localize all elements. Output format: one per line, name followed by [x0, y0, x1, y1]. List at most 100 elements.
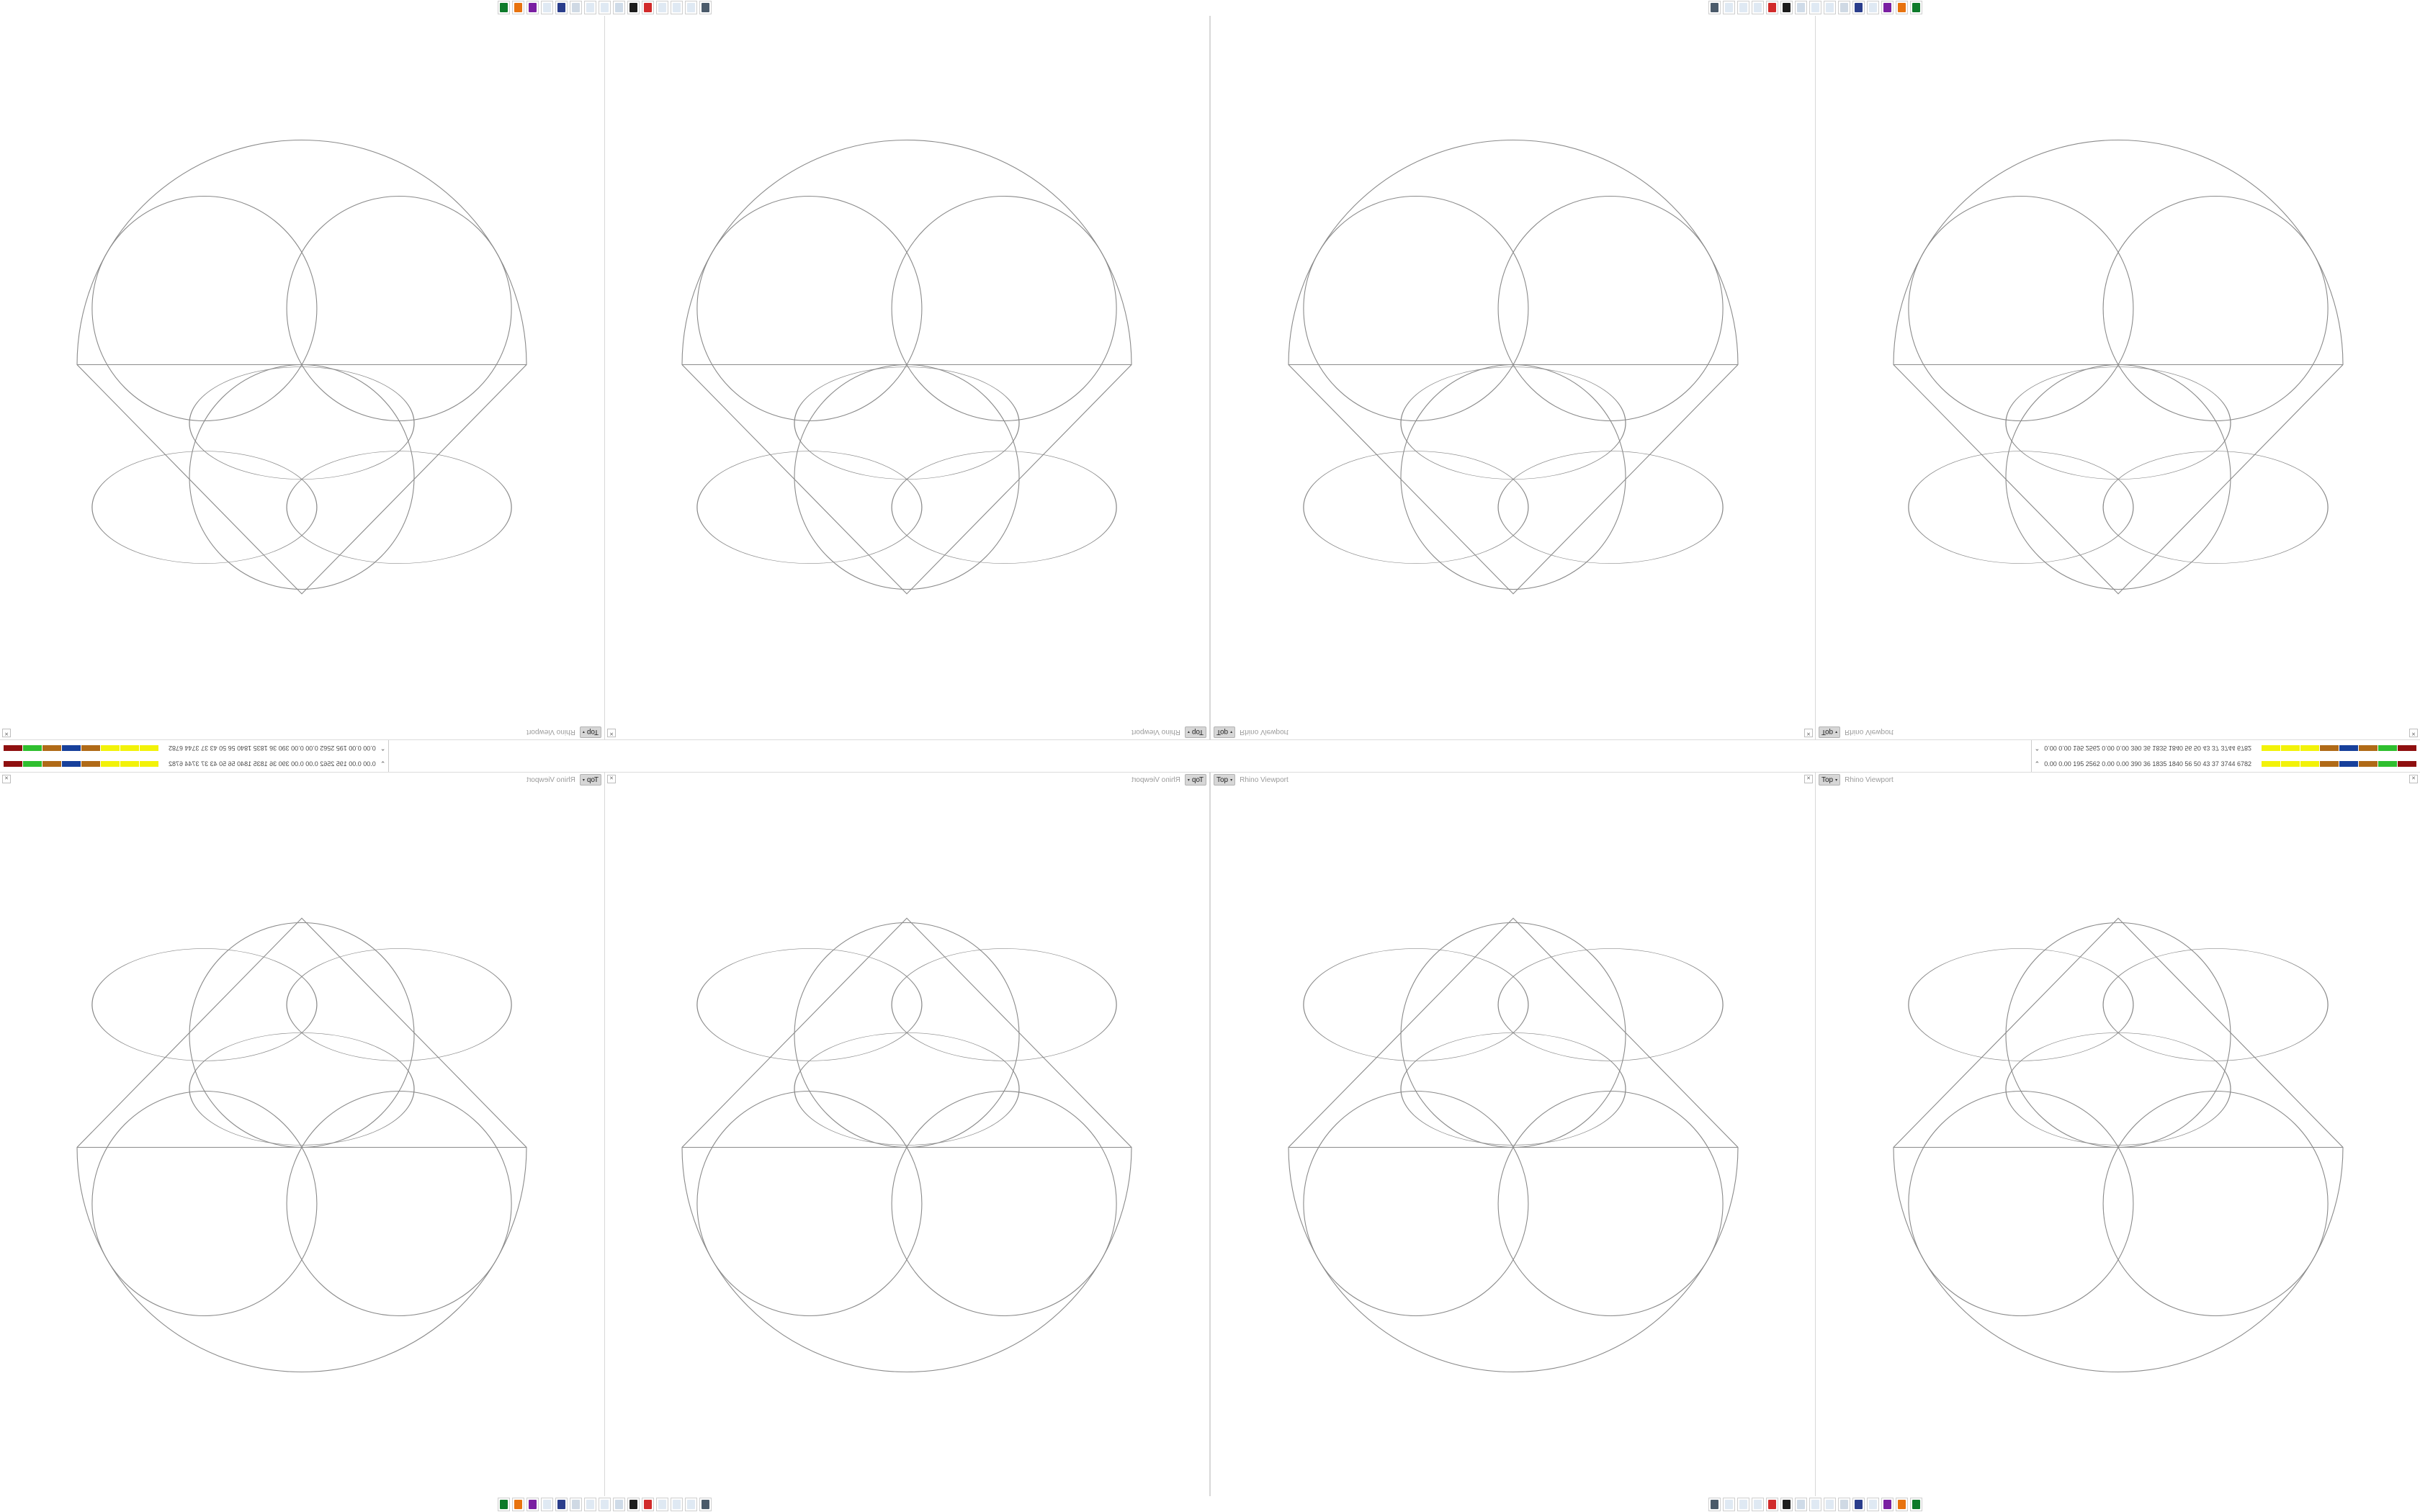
- viewport-view-selector[interactable]: Top ▾: [1819, 726, 1841, 738]
- taskbar-document-icon[interactable]: [1823, 1, 1836, 15]
- taskbar-document-icon[interactable]: [685, 1, 698, 15]
- viewport-header-left[interactable]: Top ▾ Rhino Viewport: [1214, 726, 1289, 738]
- taskbar-red-disc-icon[interactable]: [1765, 1497, 1778, 1511]
- viewport-header-left[interactable]: Top ▾ Rhino Viewport: [1131, 774, 1206, 786]
- taskbar-orange-flame-icon[interactable]: [512, 1497, 525, 1511]
- taskbar-document-icon[interactable]: [1794, 1, 1807, 15]
- taskbar-black-brush-icon[interactable]: [1780, 1497, 1793, 1511]
- taskbar-document-icon[interactable]: [1809, 1, 1821, 15]
- taskbar-document-icon[interactable]: [584, 1, 597, 15]
- taskbar-save-icon[interactable]: [555, 1, 568, 15]
- taskbar-red-disc-icon[interactable]: [642, 1, 655, 15]
- viewport-close-icon[interactable]: ✕: [607, 729, 616, 737]
- windows-taskbar[interactable]: [0, 1496, 1210, 1512]
- taskbar-document-icon[interactable]: [1722, 1497, 1735, 1511]
- taskbar-document-icon[interactable]: [1823, 1497, 1836, 1511]
- taskbar-save-icon[interactable]: [1852, 1497, 1865, 1511]
- rhino-viewport-right[interactable]: Top ▾ Rhino Viewport ✕: [1815, 16, 2420, 740]
- windows-taskbar[interactable]: [1210, 1496, 2420, 1512]
- viewport-header-left[interactable]: Top ▾ Rhino Viewport: [1131, 726, 1206, 738]
- taskbar-document-icon[interactable]: [1736, 1497, 1749, 1511]
- taskbar-document-icon[interactable]: [570, 1, 583, 15]
- viewport-close-icon[interactable]: ✕: [607, 775, 616, 783]
- viewport-view-selector[interactable]: Top ▾: [579, 774, 601, 786]
- taskbar-black-brush-icon[interactable]: [627, 1, 640, 15]
- viewport-header-right[interactable]: Top ▾ Rhino Viewport: [526, 726, 601, 738]
- taskbar-document-icon[interactable]: [1736, 1, 1749, 15]
- viewport-close-icon[interactable]: ✕: [2, 775, 11, 783]
- taskbar-document-icon[interactable]: [599, 1497, 611, 1511]
- taskbar-save-icon[interactable]: [555, 1497, 568, 1511]
- viewport-close-icon[interactable]: ✕: [2409, 775, 2418, 783]
- viewport-view-selector[interactable]: Top ▾: [1184, 726, 1206, 738]
- viewport-view-selector[interactable]: Top ▾: [1214, 726, 1236, 738]
- quadrant-top-right[interactable]: ⌃ 0.00 0.00 195 2562 0.00 0.00 390 36 18…: [1210, 0, 2420, 756]
- taskbar-save-icon[interactable]: [1852, 1, 1865, 15]
- taskbar-document-icon[interactable]: [613, 1497, 626, 1511]
- taskbar-document-icon[interactable]: [1751, 1, 1764, 15]
- rhino-viewport-left[interactable]: Top ▾ Rhino Viewport ✕: [1210, 772, 1815, 1496]
- quadrant-top-left[interactable]: ⌃ 0.00 0.00 195 2562 0.00 0.00 390 36 18…: [0, 0, 1210, 756]
- viewport-header-right[interactable]: Top ▾ Rhino Viewport: [526, 774, 601, 786]
- taskbar-document-icon[interactable]: [1794, 1497, 1807, 1511]
- taskbar-monitor-icon[interactable]: [699, 1, 712, 15]
- taskbar-terminal-icon[interactable]: [498, 1, 511, 15]
- rhino-viewport-left[interactable]: Top ▾ Rhino Viewport ✕: [605, 16, 1210, 740]
- taskbar-document-icon[interactable]: [1809, 1497, 1821, 1511]
- taskbar-terminal-icon[interactable]: [1909, 1, 1922, 15]
- taskbar-orange-flame-icon[interactable]: [512, 1, 525, 15]
- viewport-close-icon[interactable]: ✕: [2409, 729, 2418, 737]
- viewport-view-selector[interactable]: Top ▾: [1214, 774, 1236, 786]
- taskbar-monitor-icon[interactable]: [1708, 1, 1721, 15]
- rhino-viewport-left[interactable]: Top ▾ Rhino Viewport ✕: [605, 772, 1210, 1496]
- rhino-viewport-right[interactable]: Top ▾ Rhino Viewport ✕: [0, 772, 605, 1496]
- taskbar-document-icon[interactable]: [656, 1497, 669, 1511]
- taskbar-document-icon[interactable]: [613, 1, 626, 15]
- taskbar-document-icon[interactable]: [1837, 1, 1850, 15]
- rhino-viewport-right[interactable]: Top ▾ Rhino Viewport ✕: [1815, 772, 2420, 1496]
- taskbar-document-icon[interactable]: [541, 1497, 554, 1511]
- rhino-viewport-left[interactable]: Top ▾ Rhino Viewport ✕: [1210, 16, 1815, 740]
- quadrant-bottom-right[interactable]: ⌃ 0.00 0.00 195 2562 0.00 0.00 390 36 18…: [1210, 756, 2420, 1512]
- taskbar-black-brush-icon[interactable]: [1780, 1, 1793, 15]
- taskbar-document-icon[interactable]: [656, 1, 669, 15]
- taskbar-document-icon[interactable]: [599, 1, 611, 15]
- taskbar-orange-flame-icon[interactable]: [1895, 1, 1908, 15]
- quadrant-bottom-left[interactable]: ⌃ 0.00 0.00 195 2562 0.00 0.00 390 36 18…: [0, 756, 1210, 1512]
- windows-taskbar[interactable]: [1210, 0, 2420, 16]
- taskbar-document-icon[interactable]: [541, 1, 554, 15]
- viewport-view-selector[interactable]: Top ▾: [579, 726, 601, 738]
- taskbar-document-icon[interactable]: [584, 1497, 597, 1511]
- windows-taskbar[interactable]: [0, 0, 1210, 16]
- taskbar-terminal-icon[interactable]: [498, 1497, 511, 1511]
- taskbar-black-brush-icon[interactable]: [627, 1497, 640, 1511]
- viewport-header-left[interactable]: Top ▾ Rhino Viewport: [1214, 774, 1289, 786]
- taskbar-monitor-icon[interactable]: [699, 1497, 712, 1511]
- taskbar-orange-flame-icon[interactable]: [1895, 1497, 1908, 1511]
- taskbar-monitor-icon[interactable]: [1708, 1497, 1721, 1511]
- taskbar-document-icon[interactable]: [570, 1497, 583, 1511]
- taskbar-document-icon[interactable]: [685, 1497, 698, 1511]
- taskbar-document-icon[interactable]: [671, 1497, 684, 1511]
- viewport-view-selector[interactable]: Top ▾: [1184, 774, 1206, 786]
- taskbar-document-icon[interactable]: [671, 1, 684, 15]
- taskbar-document-icon[interactable]: [1837, 1497, 1850, 1511]
- taskbar-purple-egg-icon[interactable]: [1881, 1497, 1894, 1511]
- taskbar-document-icon[interactable]: [1722, 1, 1735, 15]
- taskbar-terminal-icon[interactable]: [1909, 1497, 1922, 1511]
- viewport-header-right[interactable]: Top ▾ Rhino Viewport: [1819, 774, 1894, 786]
- viewport-view-selector[interactable]: Top ▾: [1819, 774, 1841, 786]
- taskbar-purple-egg-icon[interactable]: [1881, 1, 1894, 15]
- viewport-close-icon[interactable]: ✕: [1804, 775, 1813, 783]
- viewport-header-right[interactable]: Top ▾ Rhino Viewport: [1819, 726, 1894, 738]
- taskbar-purple-egg-icon[interactable]: [526, 1497, 539, 1511]
- viewport-close-icon[interactable]: ✕: [1804, 729, 1813, 737]
- taskbar-purple-egg-icon[interactable]: [526, 1, 539, 15]
- viewport-close-icon[interactable]: ✕: [2, 729, 11, 737]
- rhino-viewport-right[interactable]: Top ▾ Rhino Viewport ✕: [0, 16, 605, 740]
- taskbar-red-disc-icon[interactable]: [1765, 1, 1778, 15]
- taskbar-document-icon[interactable]: [1751, 1497, 1764, 1511]
- taskbar-document-icon[interactable]: [1866, 1497, 1879, 1511]
- taskbar-document-icon[interactable]: [1866, 1, 1879, 15]
- taskbar-red-disc-icon[interactable]: [642, 1497, 655, 1511]
